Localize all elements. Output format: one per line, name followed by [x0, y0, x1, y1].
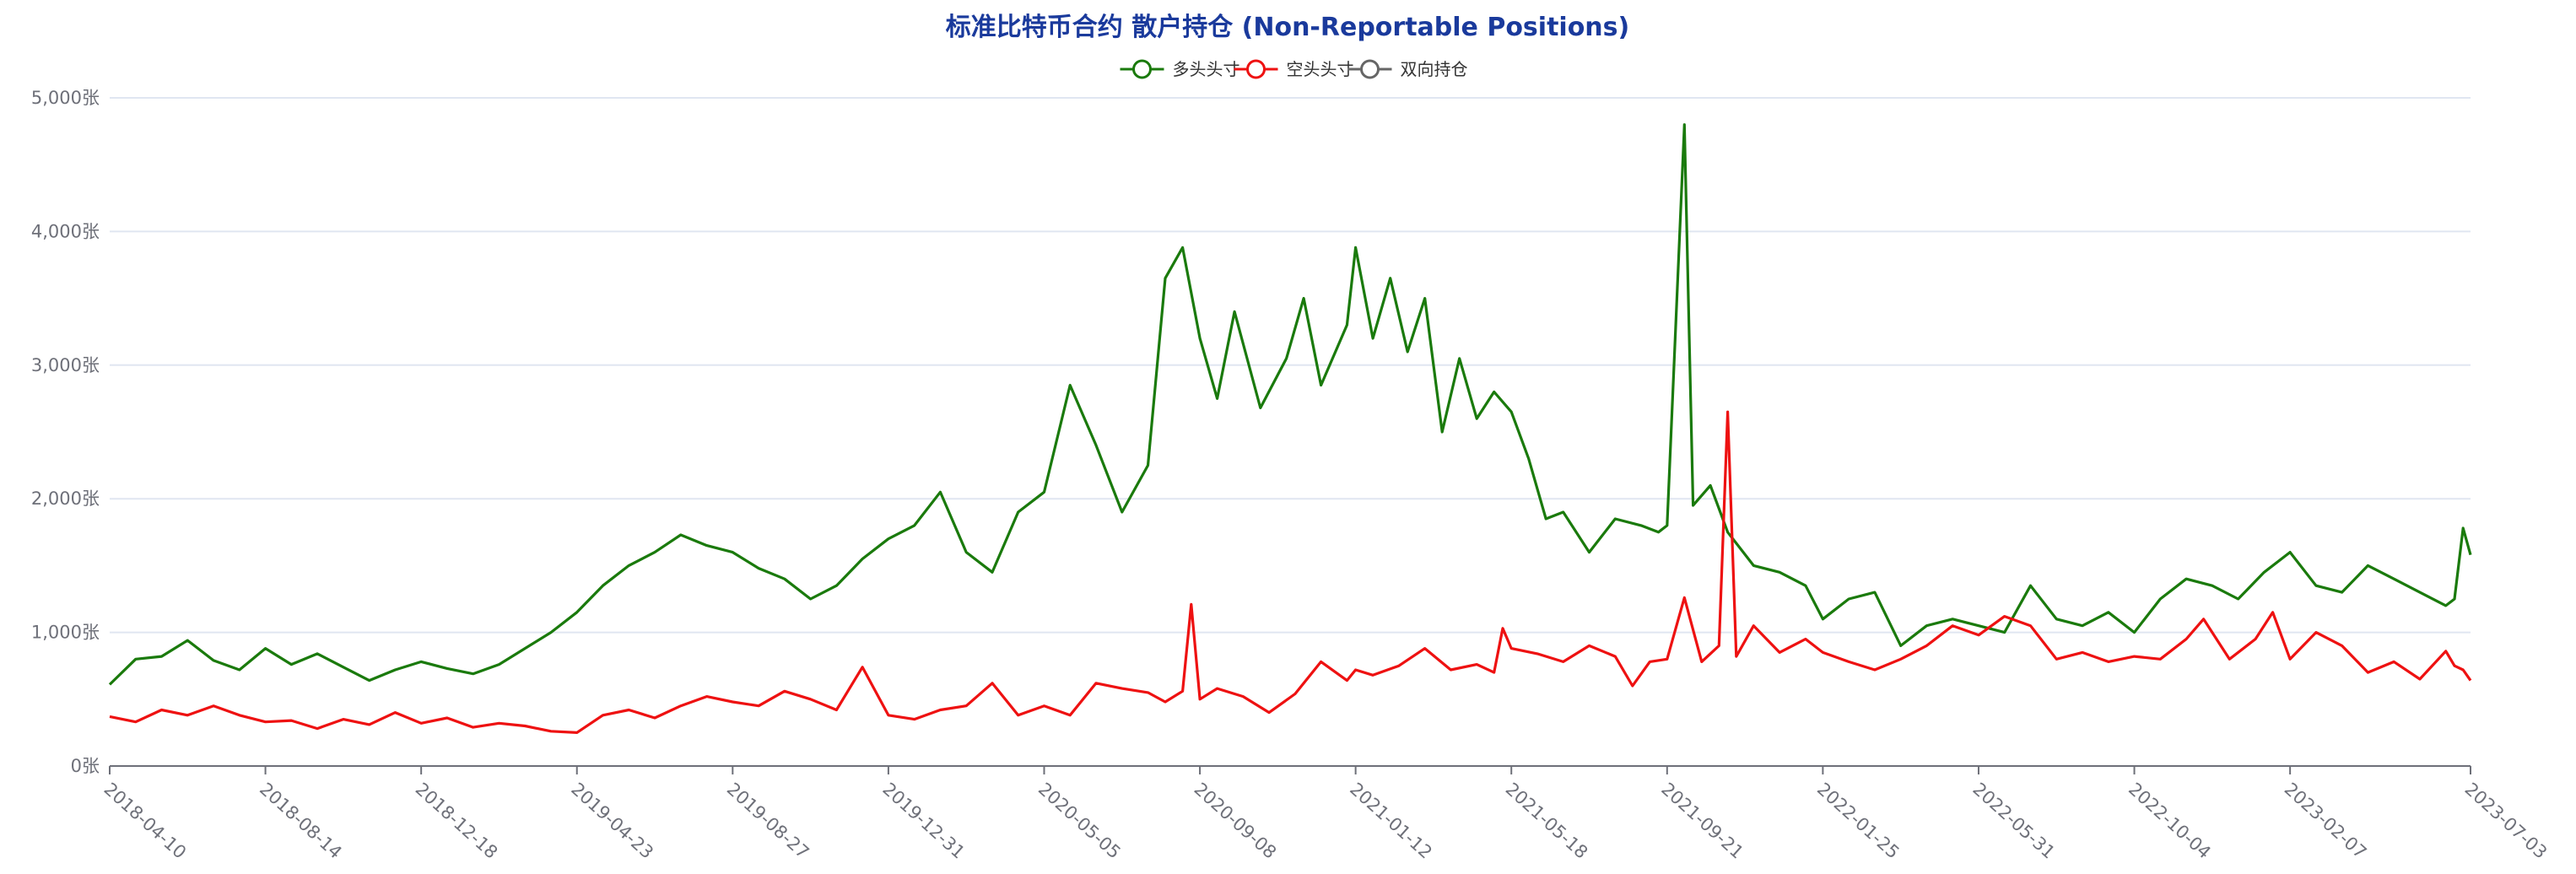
- chart-title: 标准比特币合约 散户持仓 (Non-Reportable Positions): [946, 13, 1629, 42]
- x-tick-label: 2020-09-08: [1191, 779, 1281, 863]
- x-tick-label: 2021-01-12: [1346, 779, 1436, 863]
- legend: 多头头寸 空头头寸 双向持仓: [1120, 59, 1468, 79]
- legend-label: 空头头寸: [1287, 59, 1354, 79]
- axes: 0张 1,000张 2,000张 3,000张 4,000张 5,000张 2018-04-…: [31, 88, 2551, 863]
- series-line-0: [108, 123, 2472, 686]
- x-tick-label: 2018-12-18: [412, 779, 502, 863]
- y-tick-label: 4,000张: [31, 221, 100, 241]
- y-tick-label: 2,000张: [31, 488, 100, 509]
- x-tick-label: 2018-08-14: [256, 779, 346, 863]
- legend-item-1[interactable]: 空头头寸: [1234, 59, 1354, 79]
- x-tick-label: 2019-12-31: [878, 779, 969, 863]
- x-tick-label: 2023-02-07: [2281, 779, 2371, 863]
- x-tick-label: 2022-01-25: [1813, 779, 1904, 863]
- legend-marker-icon: [1132, 59, 1152, 79]
- x-tick-label: 2021-05-18: [1502, 779, 1592, 863]
- y-tick-label: 3,000张: [31, 355, 100, 375]
- series-group: [108, 123, 2472, 735]
- legend-item-2[interactable]: 双向持仓: [1347, 59, 1468, 79]
- x-tick-label: 2022-10-04: [2125, 779, 2215, 863]
- x-tick-label: 2023-07-03: [2460, 779, 2551, 863]
- series-line-1: [109, 410, 2472, 735]
- y-tick-label: 0张: [71, 756, 100, 776]
- x-tick-label: 2018-04-10: [100, 779, 190, 863]
- legend-label: 双向持仓: [1401, 59, 1468, 79]
- legend-item-0[interactable]: 多头头寸: [1120, 59, 1240, 79]
- x-tick-label: 2022-05-31: [1968, 779, 2059, 863]
- x-tick-label: 2021-09-21: [1657, 779, 1747, 863]
- y-tick-label: 5,000张: [31, 88, 100, 108]
- legend-marker-icon: [1246, 59, 1266, 79]
- x-tick-label: 2019-08-27: [723, 779, 813, 863]
- grid: [110, 97, 2471, 634]
- x-tick-label: 2020-05-05: [1034, 779, 1125, 863]
- x-tick-label: 2019-04-23: [567, 779, 657, 863]
- legend-label: 多头头寸: [1173, 59, 1240, 79]
- y-tick-label: 1,000张: [31, 623, 100, 643]
- legend-marker-icon: [1360, 59, 1380, 79]
